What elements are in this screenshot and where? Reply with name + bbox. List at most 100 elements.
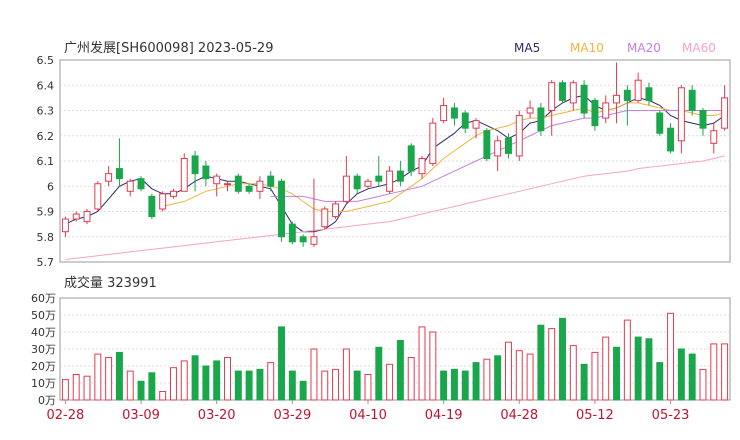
price-y-tick: 5.9 [37,206,55,219]
volume-bar [256,368,264,401]
volume-bar [115,351,123,401]
candle-body [364,180,372,187]
volume-bar [634,336,642,401]
candle [504,133,512,159]
candle-body [72,213,80,220]
volume-bar [537,324,545,401]
candle-body [667,127,675,152]
candle-body [288,223,296,243]
legend-ma10: MA10 [570,41,604,55]
x-tick-label: 03-20 [198,408,236,423]
volume-bar [148,372,156,401]
volume-bar [278,326,286,401]
volume-y-tick: 10万 [31,377,56,390]
candle [180,153,188,192]
volume-bar [526,353,534,401]
candle [591,97,599,131]
volume-bar [61,379,69,401]
candle [267,171,275,192]
candle-body [634,79,642,101]
price-grid [59,59,731,263]
candle-body [299,236,307,243]
candle-body [677,87,685,142]
volume-bar [213,360,221,401]
candle [645,82,653,106]
candle [688,85,696,116]
candle-body [645,87,653,101]
candlesticks [61,62,729,247]
price-y-tick: 6.1 [37,155,55,168]
candle [61,216,69,237]
volume-y-axis: 60万 50万 40万 30万 20万 10万 0万 [31,292,56,407]
volume-bar [386,363,394,401]
volume-bar [591,351,599,401]
candle-body [148,195,156,218]
price-y-tick: 6.5 [37,54,55,67]
candle-body [61,218,69,233]
candle [386,166,394,194]
chart-title: 广州发展[SH600098] 2023-05-29 [64,40,273,56]
candle-body [472,120,480,129]
volume-bar [94,353,102,401]
candle-body [224,183,231,186]
candle [440,97,448,124]
volume-grid [59,297,731,401]
candle-body [310,236,318,245]
candle [234,173,242,194]
candle [677,85,685,154]
candle [483,128,491,161]
candle-body [191,155,199,175]
candle [580,80,588,119]
candle-body [126,180,134,192]
candle [321,206,329,230]
volume-bar [105,357,113,401]
candle-body [137,178,145,190]
volume-bar [602,336,610,401]
candle-body [537,107,545,132]
volume-label: 成交量 323991 [64,275,157,291]
volume-bars [61,312,729,401]
x-tick-label: 04-10 [349,408,387,423]
candle-body [159,193,167,210]
candle-body [83,211,91,223]
candle-body [332,203,340,218]
candle [569,80,577,111]
x-tick-label: 03-09 [122,408,160,423]
x-tick-label: 04-28 [500,408,538,423]
x-tick-label: 03-29 [273,408,311,423]
volume-bar [688,353,696,401]
candle [613,62,621,124]
volume-bar [353,370,361,401]
candle [191,150,199,192]
volume-bar [494,355,502,401]
candle-body [699,110,707,129]
volume-bar [169,367,177,401]
volume-y-tick: 40万 [31,326,56,339]
volume-bar [364,374,372,401]
candle-body [396,170,404,182]
candle [396,161,404,187]
volume-bar [137,380,145,401]
candle [461,110,469,134]
volume-bar [202,365,210,401]
volume-bar [342,348,350,401]
candle-body [483,130,491,159]
candle-body [591,99,599,127]
candle [375,155,383,187]
candle-body [656,112,664,134]
candle [364,178,372,189]
candle [548,80,556,136]
candle-body [115,168,123,180]
volume-y-tick: 20万 [31,360,56,373]
candle [288,221,296,245]
legend-ma60: MA60 [682,41,716,55]
candle-body [494,140,502,157]
candle-body [256,180,264,192]
candle [634,72,642,103]
ma60-line [65,155,725,260]
volume-bar [267,362,275,401]
candle [169,188,177,199]
candle-body [245,185,253,192]
candle-body [267,175,275,187]
candle [710,123,718,154]
